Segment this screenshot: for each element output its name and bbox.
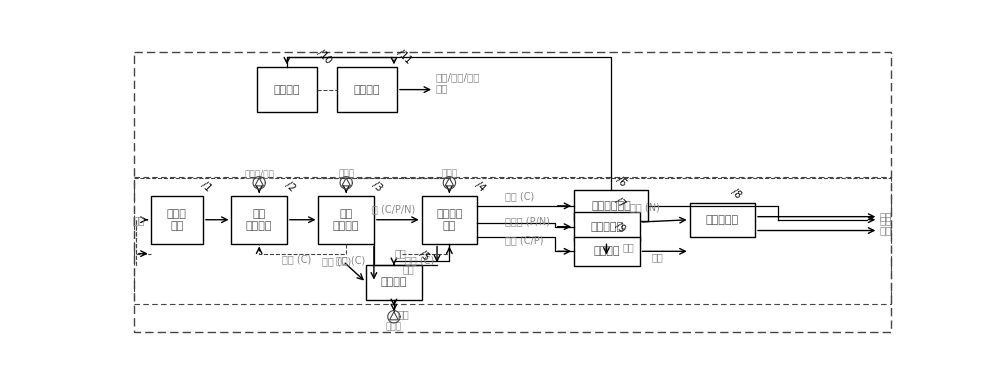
Text: 出水: 出水 — [880, 226, 892, 235]
Text: 藻水
分离系统: 藻水 分离系统 — [333, 209, 359, 231]
Text: 浓水 (C): 浓水 (C) — [336, 255, 365, 265]
Text: /11: /11 — [395, 48, 413, 66]
Text: 回流: 回流 — [395, 249, 407, 259]
Bar — [574, 237, 640, 266]
Text: 产品: 产品 — [651, 253, 663, 263]
Text: 磷回收系统: 磷回收系统 — [590, 222, 623, 232]
Bar — [574, 190, 648, 221]
Bar — [151, 196, 203, 243]
Text: 进水: 进水 — [133, 215, 145, 225]
Bar — [134, 177, 891, 304]
Bar — [337, 67, 397, 112]
Text: 出水: 出水 — [398, 309, 410, 319]
Text: 清液 (N): 清液 (N) — [630, 202, 660, 213]
Text: /7: /7 — [613, 196, 627, 210]
Text: 厂内电站: 厂内电站 — [274, 85, 300, 94]
Text: /10: /10 — [315, 48, 333, 66]
Text: 居民/商业/工业
用电: 居民/商业/工业 用电 — [436, 72, 480, 93]
Text: 残渣 (C/P): 残渣 (C/P) — [505, 235, 543, 245]
Text: 浓水 (C): 浓水 (C) — [405, 255, 435, 265]
Bar — [257, 67, 317, 112]
Text: 上清液 (P/N): 上清液 (P/N) — [505, 216, 550, 226]
Bar — [690, 203, 755, 237]
Text: /5: /5 — [418, 249, 432, 263]
Text: 预处理
系统: 预处理 系统 — [167, 209, 187, 231]
Text: 初级化肥: 初级化肥 — [594, 246, 620, 256]
Text: 回流: 回流 — [403, 264, 414, 274]
Bar — [318, 196, 374, 243]
Text: 微藻
反应系统: 微藻 反应系统 — [246, 209, 272, 231]
Bar — [422, 196, 477, 243]
Text: /6: /6 — [615, 174, 628, 188]
Text: /3: /3 — [370, 180, 384, 194]
Text: /8: /8 — [729, 187, 743, 200]
Bar — [574, 212, 640, 241]
Text: 滤液 (C): 滤液 (C) — [282, 254, 312, 264]
Text: 搅拌机: 搅拌机 — [441, 170, 457, 179]
Text: 公共电网: 公共电网 — [354, 85, 380, 94]
Text: /1: /1 — [199, 180, 213, 194]
Bar — [231, 196, 287, 243]
Text: 厌氧反应
系统: 厌氧反应 系统 — [436, 209, 463, 231]
Text: /9: /9 — [613, 221, 627, 234]
Text: 产品: 产品 — [622, 242, 634, 253]
Text: 藻 (C/P/N): 藻 (C/P/N) — [372, 204, 415, 214]
Text: /2: /2 — [283, 180, 297, 194]
Text: 电能: 电能 — [880, 215, 892, 225]
Text: 氮回收系统: 氮回收系统 — [706, 215, 739, 225]
Text: /4: /4 — [473, 180, 487, 194]
Text: 鼓风机/光源: 鼓风机/光源 — [244, 170, 274, 179]
Text: 真空泵: 真空泵 — [338, 170, 354, 179]
Text: 真空泵: 真空泵 — [386, 322, 402, 331]
Text: 浓水 (C): 浓水 (C) — [322, 256, 351, 266]
Text: 产品: 产品 — [880, 212, 892, 222]
Text: 浓缩系统: 浓缩系统 — [381, 277, 407, 288]
Text: 气体 (C): 气体 (C) — [505, 192, 534, 202]
Text: 沼气发电系统: 沼气发电系统 — [591, 201, 631, 211]
Bar — [366, 265, 422, 300]
